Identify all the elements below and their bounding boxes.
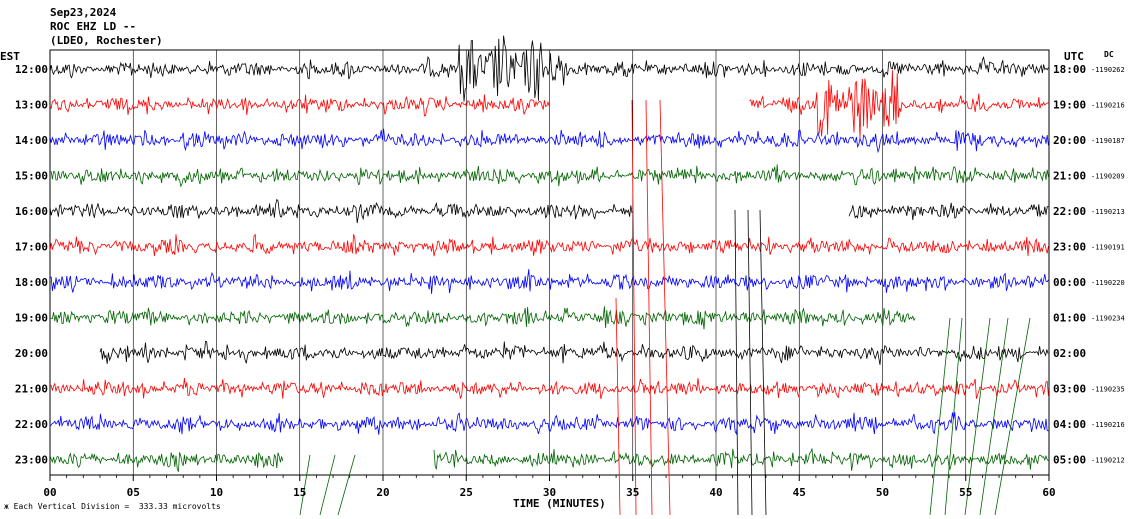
row-dc-offset: -1190235 <box>1091 386 1125 394</box>
row-label-right: 00:00 <box>1053 276 1086 289</box>
row-label-left: 16:00 <box>15 205 48 218</box>
trace-line <box>49 411 1049 436</box>
trace-line <box>99 340 1049 365</box>
clip-streak <box>944 317 963 516</box>
row-dc-offset: -1190216 <box>1091 102 1125 110</box>
row-label-right: 20:00 <box>1053 134 1086 147</box>
x-tick-label: 40 <box>709 486 722 499</box>
row-label-left: 17:00 <box>15 241 48 254</box>
x-tick-label: 55 <box>959 486 972 499</box>
row-label-right: 22:00 <box>1053 205 1086 218</box>
right-timezone: UTC <box>1064 50 1084 63</box>
trace-line <box>49 233 1049 257</box>
station-code: ROC EHZ LD -- <box>50 20 137 33</box>
trace-line <box>49 164 1049 188</box>
clip-streak <box>645 99 653 516</box>
row-label-left: 12:00 <box>15 63 48 76</box>
clip-streak <box>337 454 356 516</box>
row-label-right: 19:00 <box>1053 99 1086 112</box>
x-tick-label: 35 <box>626 486 639 499</box>
row-label-left: 13:00 <box>15 99 48 112</box>
footer-icon: ж <box>4 502 14 511</box>
row-label-left: 18:00 <box>15 276 48 289</box>
trace-line <box>49 35 1049 102</box>
row-label-left: 23:00 <box>15 454 48 467</box>
row-dc-offset: -1190234 <box>1091 315 1125 323</box>
clip-streak <box>734 209 739 516</box>
x-tick-label: 25 <box>460 486 473 499</box>
trace-line <box>49 448 1049 472</box>
chart-date: Sep23,2024 <box>50 6 117 19</box>
dc-label: DC <box>1104 50 1114 59</box>
trace-line <box>49 306 916 330</box>
x-tick-label: 05 <box>127 486 140 499</box>
vertical-division-note: Each Vertical Division = 333.33 microvol… <box>13 502 221 511</box>
clipping-streaks <box>299 99 1031 516</box>
clip-streak <box>929 317 951 516</box>
trace-line <box>49 70 1049 139</box>
row-label-right: 03:00 <box>1053 383 1086 396</box>
trace-line <box>49 378 1049 400</box>
row-label-left: 20:00 <box>15 347 48 360</box>
clip-streak <box>615 297 621 516</box>
row-label-left: 15:00 <box>15 170 48 183</box>
row-dc-offset: -1190220 <box>1091 279 1125 287</box>
grid-lines <box>49 49 1050 481</box>
trace-line <box>49 198 1049 224</box>
row-label-right: 01:00 <box>1053 312 1086 325</box>
clip-streak <box>747 209 753 516</box>
row-label-left: 14:00 <box>15 134 48 147</box>
row-dc-offset: -1190191 <box>1091 244 1125 252</box>
footer-note: ж Each Vertical Division = 333.33 microv… <box>4 500 221 513</box>
axis-labels: 00 05 10 15 20 25 30 35 40 45 50 55 60 12:00 18:00 -119… <box>15 63 1125 499</box>
network-name: (LDEO, Rochester) <box>50 34 163 47</box>
trace-group <box>49 35 1049 472</box>
row-dc-offset: -1190213 <box>1091 208 1125 216</box>
x-tick-label: 50 <box>876 486 889 499</box>
x-tick-label: 20 <box>376 486 389 499</box>
x-tick-label: 00 <box>43 486 56 499</box>
x-tick-label: 15 <box>293 486 306 499</box>
clip-streak <box>964 317 991 516</box>
clip-streak <box>631 99 637 516</box>
row-label-left: 22:00 <box>15 418 48 431</box>
row-label-right: 02:00 <box>1053 347 1086 360</box>
row-label-right: 04:00 <box>1053 418 1086 431</box>
row-label-right: 05:00 <box>1053 454 1086 467</box>
x-tick-label: 45 <box>793 486 806 499</box>
trace-line <box>49 269 1049 294</box>
row-dc-offset: -1190216 <box>1091 421 1125 429</box>
clip-streak <box>759 209 767 516</box>
left-timezone: EST <box>0 50 20 63</box>
x-tick-label: 30 <box>543 486 556 499</box>
trace-line <box>49 128 1049 154</box>
row-dc-offset: -1190262 <box>1091 66 1125 74</box>
clip-streak <box>979 317 1009 516</box>
clip-streak <box>659 99 671 516</box>
row-label-right: 21:00 <box>1053 170 1086 183</box>
row-dc-offset: -1190209 <box>1091 173 1125 181</box>
clip-streak <box>994 317 1031 516</box>
row-dc-offset: -1190212 <box>1091 457 1125 465</box>
clip-streak <box>299 454 311 516</box>
x-axis-label: TIME (MINUTES) <box>513 497 606 510</box>
row-dc-offset: -1190187 <box>1091 137 1125 145</box>
x-tick-label: 60 <box>1042 486 1055 499</box>
x-tick-label: 10 <box>210 486 223 499</box>
row-label-left: 21:00 <box>15 383 48 396</box>
row-label-left: 19:00 <box>15 312 48 325</box>
row-label-right: 23:00 <box>1053 241 1086 254</box>
clip-streak <box>319 454 336 516</box>
row-label-right: 18:00 <box>1053 63 1086 76</box>
